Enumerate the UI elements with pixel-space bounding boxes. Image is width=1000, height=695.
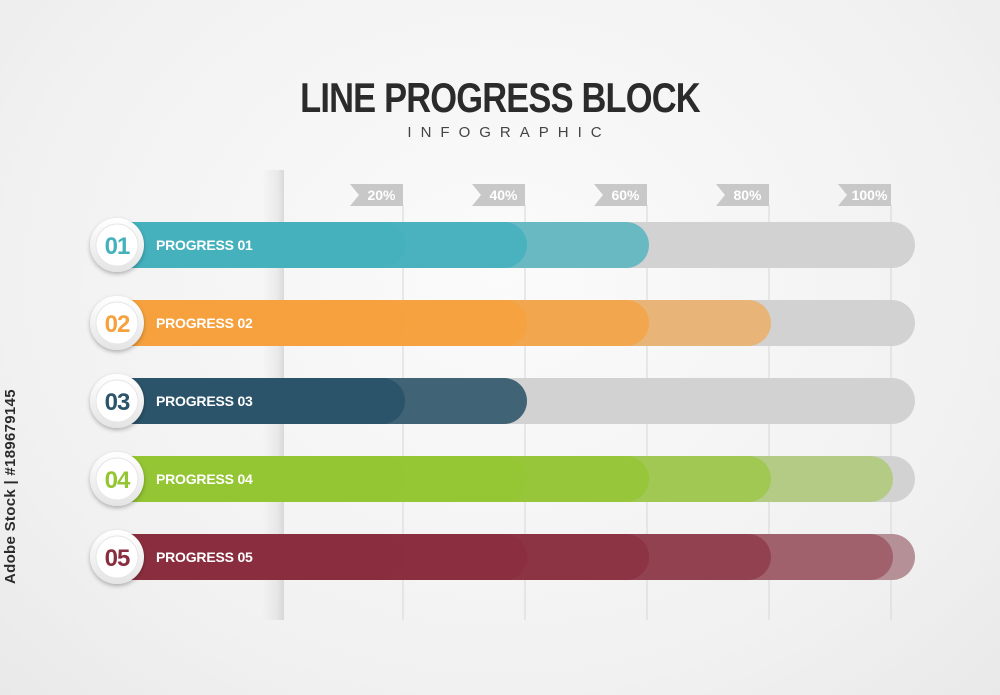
tick-label: 100% xyxy=(852,187,888,203)
tick-label: 20% xyxy=(367,187,396,203)
page-title: LINE PROGRESS BLOCK xyxy=(300,74,700,121)
progress-label-fill xyxy=(128,456,283,502)
progress-row: PROGRESS 04 04 xyxy=(90,452,915,506)
tick-flag xyxy=(716,184,769,206)
number-badge-text: 01 xyxy=(105,233,130,260)
progress-bar-segment xyxy=(260,300,405,346)
progress-label: PROGRESS 04 xyxy=(156,471,253,487)
page-subtitle: INFOGRAPHIC xyxy=(407,124,611,141)
progress-label-fill xyxy=(128,378,283,424)
number-badge-text: 02 xyxy=(105,311,130,338)
number-badge-inner xyxy=(95,301,139,345)
tick-label: 80% xyxy=(733,187,762,203)
progress-row: PROGRESS 02 02 xyxy=(90,296,915,350)
tick-label: 40% xyxy=(489,187,518,203)
number-badge-inner xyxy=(95,223,139,267)
tick-flag xyxy=(472,184,525,206)
progress-bar-segment xyxy=(260,222,405,268)
tick-flag xyxy=(350,184,403,206)
progress-row: PROGRESS 05 05 xyxy=(90,530,915,584)
number-badge-inner xyxy=(95,457,139,501)
progress-bar-segment xyxy=(260,456,405,502)
progress-bar-segment xyxy=(260,378,405,424)
number-badge-inner xyxy=(95,379,139,423)
progress-row: PROGRESS 01 01 xyxy=(90,218,915,272)
progress-label-fill xyxy=(128,534,283,580)
tick-flag xyxy=(838,184,891,206)
progress-label-fill xyxy=(128,300,283,346)
tick-flag xyxy=(594,184,647,206)
tick-label: 60% xyxy=(611,187,640,203)
progress-label: PROGRESS 01 xyxy=(156,237,253,253)
progress-label: PROGRESS 05 xyxy=(156,549,253,565)
progress-row: PROGRESS 03 03 xyxy=(90,374,915,428)
number-badge-text: 03 xyxy=(105,389,130,416)
number-badge-text: 04 xyxy=(105,467,131,494)
number-badge-inner xyxy=(95,535,139,579)
progress-label: PROGRESS 02 xyxy=(156,315,253,331)
progress-bar-segment xyxy=(260,534,405,580)
progress-label-fill xyxy=(128,222,283,268)
number-badge-text: 05 xyxy=(105,545,130,572)
progress-label: PROGRESS 03 xyxy=(156,393,253,409)
